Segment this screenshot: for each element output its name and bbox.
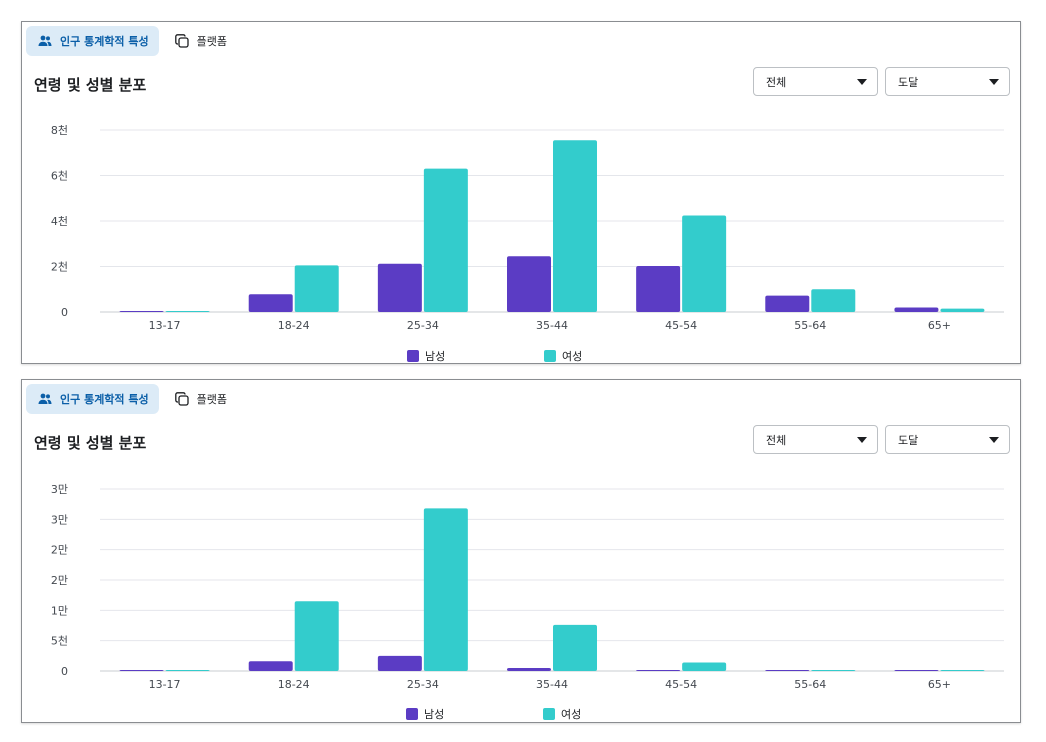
bar-male-35-44 — [507, 667, 551, 671]
metric-dropdown[interactable]: 도달 — [885, 67, 1010, 96]
tab-label: 플랫폼 — [196, 393, 227, 406]
audience-dropdown[interactable]: 전체 — [753, 67, 878, 96]
y-tick-label: 1만 — [51, 604, 68, 617]
bar-female-18-24 — [294, 265, 339, 312]
bar-female-35-44 — [553, 140, 597, 312]
bar-male-55-64 — [765, 670, 810, 671]
bar-male-13-17 — [119, 311, 164, 312]
legend-item-female[interactable]: 여성 — [543, 706, 581, 722]
x-tick-label: 35-44 — [536, 319, 568, 332]
copy-icon — [174, 34, 189, 48]
legend-swatch — [543, 708, 555, 720]
dropdown-value: 전체 — [766, 433, 787, 447]
dropdown-value: 전체 — [766, 75, 787, 89]
legend-item-male[interactable]: 남성 — [407, 348, 445, 364]
bar-male-65+ — [894, 307, 939, 312]
bar-male-45-54 — [636, 266, 681, 312]
bar-female-18-24 — [294, 601, 339, 671]
bar-female-65+ — [940, 308, 985, 312]
bar-female-45-54 — [682, 662, 727, 671]
x-tick-label: 65+ — [928, 319, 951, 332]
dropdown-value: 도달 — [898, 75, 919, 89]
tab-bar: 인구 통계학적 특성 플랫폼 — [26, 26, 237, 56]
x-tick-label: 18-24 — [278, 678, 310, 691]
bar-male-65+ — [894, 670, 939, 671]
tab-bar: 인구 통계학적 특성 플랫폼 — [26, 384, 237, 414]
bar-chart: 0 5천 1만 2만 2만 3만 3만 13-17 18-24 25-34 35-44 45-54 55… — [51, 483, 1004, 691]
tab-label: 인구 통계학적 특성 — [60, 35, 149, 48]
x-tick-label: 35-44 — [536, 678, 568, 691]
y-tick-label: 8천 — [51, 123, 68, 137]
bar-female-55-64 — [811, 289, 856, 312]
legend-swatch — [406, 708, 418, 720]
legend-swatch — [407, 350, 419, 362]
y-tick-label: 3만 — [51, 483, 68, 496]
people-icon — [38, 35, 52, 47]
x-tick-label: 45-54 — [665, 678, 697, 691]
legend-label: 남성 — [425, 350, 446, 363]
y-tick-label: 4천 — [51, 214, 68, 228]
bar-female-55-64 — [811, 670, 856, 671]
chart-panel: 인구 통계학적 특성 플랫폼 연령 및 성별 분포 전체 도달 0 5천 1만 2만 2… — [21, 379, 1021, 723]
bar-female-35-44 — [553, 624, 597, 671]
tab-demographics[interactable]: 인구 통계학적 특성 — [26, 26, 159, 56]
x-tick-label: 55-64 — [794, 678, 826, 691]
caret-down-icon — [989, 78, 999, 85]
bar-male-18-24 — [248, 294, 293, 312]
bar-female-13-17 — [165, 311, 210, 312]
bar-female-45-54 — [682, 215, 727, 312]
legend-label: 남성 — [424, 708, 445, 721]
tab-label: 인구 통계학적 특성 — [60, 393, 149, 406]
x-tick-label: 25-34 — [407, 319, 439, 332]
dropdown-value: 도달 — [898, 433, 919, 447]
bar-female-25-34 — [423, 168, 468, 312]
bar-male-35-44 — [507, 256, 551, 312]
audience-dropdown[interactable]: 전체 — [753, 425, 878, 454]
y-tick-label: 2만 — [51, 574, 68, 587]
bar-male-13-17 — [119, 670, 164, 671]
bar-male-25-34 — [377, 263, 422, 312]
x-tick-label: 55-64 — [794, 319, 826, 332]
metric-dropdown[interactable]: 도달 — [885, 425, 1010, 454]
y-tick-label: 0 — [61, 306, 68, 319]
x-tick-label: 65+ — [928, 678, 951, 691]
y-tick-label: 5천 — [51, 634, 68, 648]
y-tick-label: 3만 — [51, 513, 68, 526]
x-tick-label: 45-54 — [665, 319, 697, 332]
chart-panel: 인구 통계학적 특성 플랫폼 연령 및 성별 분포 전체 도달 0 2천 4천 6천 8… — [21, 21, 1021, 364]
tab-label: 플랫폼 — [196, 35, 227, 48]
caret-down-icon — [857, 436, 867, 443]
legend-label: 여성 — [562, 350, 583, 363]
legend-item-male[interactable]: 남성 — [406, 706, 444, 722]
x-tick-label: 13-17 — [149, 678, 181, 691]
caret-down-icon — [857, 78, 867, 85]
bar-male-25-34 — [377, 655, 422, 671]
x-tick-label: 13-17 — [149, 319, 181, 332]
bar-female-65+ — [940, 670, 985, 671]
bar-male-55-64 — [765, 295, 810, 312]
legend-swatch — [544, 350, 556, 362]
tab-platform[interactable]: 플랫폼 — [163, 384, 237, 414]
y-tick-label: 2천 — [51, 260, 68, 274]
y-tick-label: 0 — [61, 665, 68, 678]
caret-down-icon — [989, 436, 999, 443]
bar-male-45-54 — [636, 670, 681, 671]
tab-demographics[interactable]: 인구 통계학적 특성 — [26, 384, 159, 414]
y-tick-label: 6천 — [51, 169, 68, 183]
bar-chart: 0 2천 4천 6천 8천 13-17 18-24 25-34 35-44 45-54 55-64 6… — [51, 123, 1004, 332]
bar-male-18-24 — [248, 661, 293, 671]
tab-platform[interactable]: 플랫폼 — [163, 26, 237, 56]
bar-female-25-34 — [423, 508, 468, 671]
copy-icon — [174, 392, 189, 406]
bar-female-13-17 — [165, 670, 210, 671]
chart-title: 연령 및 성별 분포 — [34, 434, 147, 452]
chart-title: 연령 및 성별 분포 — [34, 76, 147, 94]
x-tick-label: 18-24 — [278, 319, 310, 332]
legend-item-female[interactable]: 여성 — [544, 348, 582, 364]
legend-label: 여성 — [561, 708, 582, 721]
y-tick-label: 2만 — [51, 544, 68, 557]
x-tick-label: 25-34 — [407, 678, 439, 691]
people-icon — [38, 393, 52, 405]
